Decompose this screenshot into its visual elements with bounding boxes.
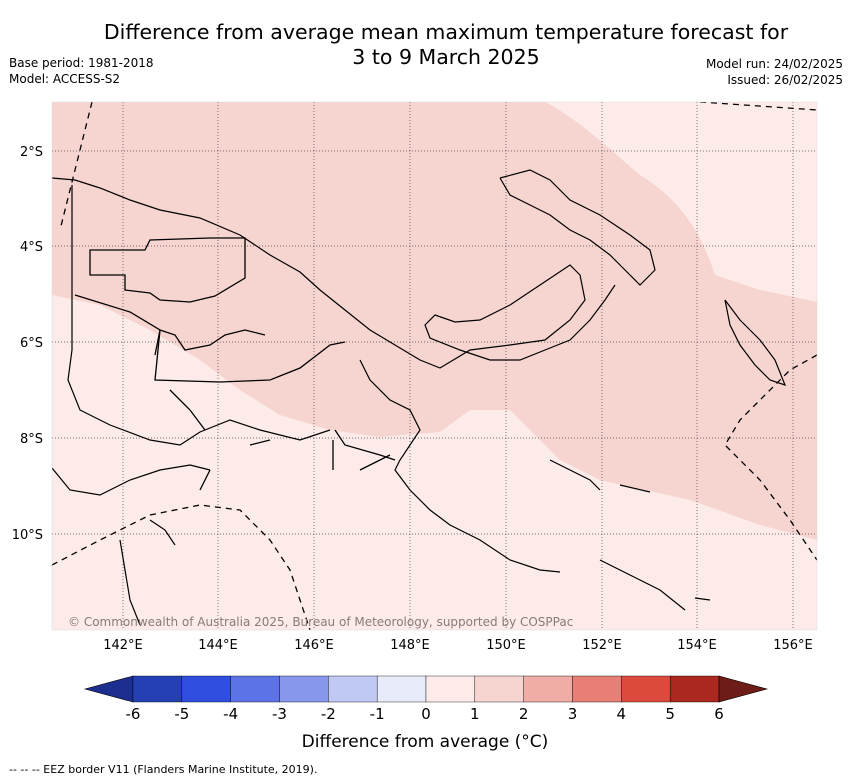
colorbar-segment [669,675,720,703]
colorbar-arrow-low [83,675,134,703]
lon-tick-label: 154°E [677,638,717,653]
new-guinea-coast [52,177,616,573]
copyright-notice: © Commonwealth of Australia 2025, Bureau… [68,615,573,629]
islands-south [549,459,711,611]
title-line-2: 3 to 9 March 2025 [352,45,540,69]
lon-tick-label: 146°E [294,638,334,653]
colorbar-segment [376,675,427,703]
colorbar-tick-label: 6 [714,705,724,723]
colorbar-tick-label: 1 [470,705,480,723]
lat-tick-label: 2°S [20,145,43,160]
gridlines [52,102,817,630]
colorbar-tick-label: 4 [616,705,627,723]
colorbar-arrow-high [718,675,769,703]
colorbar-tick-label: -1 [369,705,385,723]
colorbar-segment [523,675,573,703]
colorbar-segment [181,675,231,703]
eez-legend-note: -- -- -- EEZ border V11 (Flanders Marine… [9,763,318,776]
issued-date: Issued: 26/02/2025 [727,73,843,87]
run-info: Model run: 24/02/2025 Issued: 26/02/2025 [706,56,843,88]
colorbar-segment [230,675,280,703]
map-title: Difference from average mean maximum tem… [90,20,802,70]
colorbar-title: Difference from average (°C) [301,732,549,752]
colorbar-tick-label: -3 [272,705,287,723]
eez-borders [52,102,817,630]
colorbar-segment [621,675,671,703]
colorbar-tick-label: 5 [665,705,675,723]
lat-tick-label: 6°S [20,336,43,351]
colorbar-tick-label: -4 [223,705,239,723]
colorbar-segment [474,675,524,703]
colorbar-segment [132,675,183,703]
admin-borders [74,237,396,491]
cape-york [119,519,176,626]
longitude-labels: 142°E 144°E 146°E 148°E 150°E 152°E 154°… [103,638,813,653]
colorbar-segment [425,675,476,703]
lat-tick-label: 4°S [20,240,43,255]
colorbar-tick-label: 2 [518,705,529,723]
lon-tick-label: 156°E [773,638,813,653]
lat-tick-label: 10°S [12,528,43,543]
lon-tick-label: 150°E [486,638,526,653]
title-line-1: Difference from average mean maximum tem… [103,20,789,44]
lon-tick-label: 148°E [390,638,430,653]
colorbar-tick-label: 0 [421,705,431,723]
lon-tick-label: 144°E [198,638,238,653]
new-britain-coast [499,169,656,286]
colorbar-segment [572,675,622,703]
colorbar-tick-label: 3 [567,705,578,723]
south-coast [52,185,331,496]
coastlines [52,169,787,626]
model-name: Model: ACCESS-S2 [9,72,121,86]
colorbar-tick-label: -6 [125,705,141,723]
lat-tick-label: 8°S [20,432,43,447]
colorbar-segment [328,675,378,703]
colorbar-tick-label: -5 [174,705,190,723]
colorbar [83,675,769,703]
lon-tick-label: 142°E [103,638,143,653]
lon-tick-label: 152°E [582,638,622,653]
map-frame [51,101,818,631]
model-info: Base period: 1981-2018 Model: ACCESS-S2 [9,55,154,87]
base-period: Base period: 1981-2018 [9,56,154,70]
warmer-anomaly-zone [52,102,817,540]
colorbar-tick-label: -2 [320,705,336,723]
latitude-labels: 2°S 4°S 6°S 8°S 10°S [12,145,43,543]
colorbar-segment [279,675,329,703]
model-run: Model run: 24/02/2025 [705,57,843,71]
